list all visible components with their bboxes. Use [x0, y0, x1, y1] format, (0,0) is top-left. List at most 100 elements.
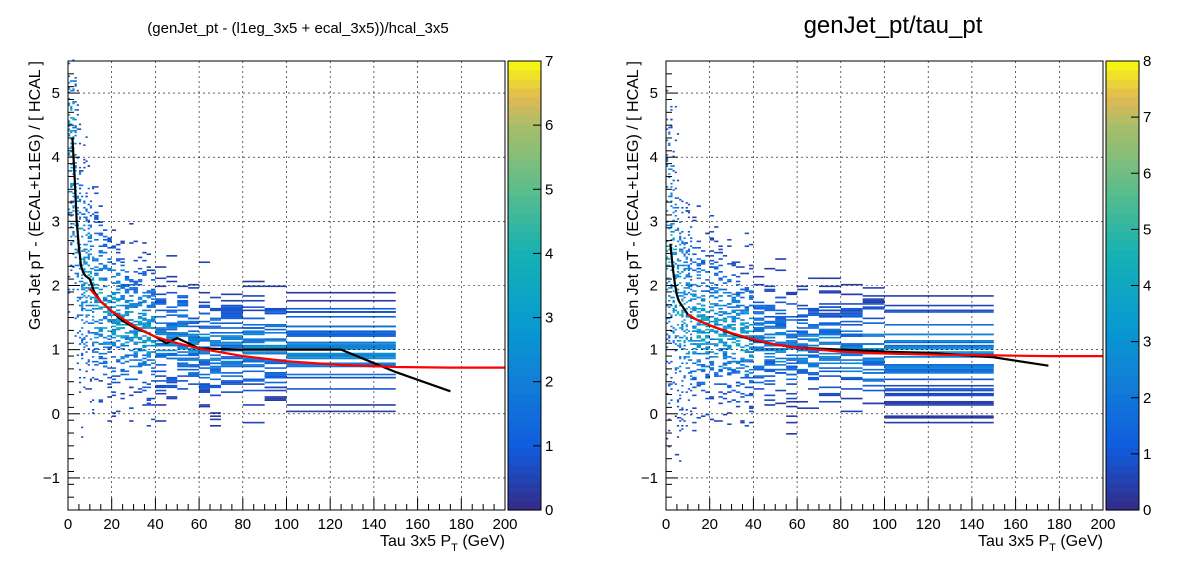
heatmap-cell: [151, 404, 156, 406]
heatmap-cell: [210, 394, 221, 397]
heatmap-cell: [808, 312, 819, 315]
heatmap-cell: [83, 259, 86, 262]
heatmap-cell: [775, 348, 787, 350]
heatmap-cell: [120, 335, 125, 337]
heatmap-cell: [76, 109, 79, 111]
heatmap-cell: [85, 341, 88, 344]
heatmap-cell: [98, 322, 103, 324]
heatmap-cell: [94, 320, 99, 323]
heatmap-cell: [683, 242, 686, 244]
heatmap-cell: [70, 202, 73, 204]
heatmap-cell: [786, 392, 798, 395]
heatmap-cell: [687, 274, 691, 276]
heatmap-cell: [129, 283, 134, 286]
heatmap-cell: [133, 356, 138, 358]
heatmap-cell: [155, 333, 167, 336]
heatmap-cell: [862, 333, 885, 336]
heatmap-cell: [709, 328, 715, 331]
heatmap-cell: [242, 295, 265, 297]
heatmap-cell: [72, 117, 75, 119]
heatmap-cell: [676, 267, 680, 270]
heatmap-cell: [74, 126, 77, 129]
heatmap-cell: [102, 229, 108, 231]
heatmap-cell: [687, 253, 691, 256]
heatmap-cell: [111, 269, 117, 272]
heatmap-cell: [116, 248, 121, 251]
heatmap-cell: [670, 230, 673, 233]
heatmap-cell: [705, 279, 710, 281]
heatmap-cell: [85, 344, 88, 347]
heatmap-cell: [705, 365, 710, 368]
heatmap-cell: [797, 400, 809, 403]
heatmap-cell: [676, 227, 680, 230]
heatmap-cell: [81, 283, 84, 286]
chart-left: (genJet_pt - (l1eg_3x5 + ecal_3x5))/hcal…: [27, 20, 553, 554]
heatmap-cell: [862, 362, 885, 365]
heatmap-cell: [111, 245, 117, 248]
heatmap-cell: [683, 322, 686, 324]
heatmap-cell: [142, 301, 147, 304]
heatmap-cell: [672, 290, 675, 292]
heatmap-cell: [210, 370, 221, 373]
heatmap-cell: [70, 242, 73, 244]
heatmap-cell: [744, 309, 750, 312]
heatmap-cell: [76, 200, 79, 203]
heatmap-cell: [220, 362, 243, 365]
y-tick-label: 2: [650, 278, 658, 295]
heatmap-cell: [177, 322, 189, 324]
heatmap-cell: [683, 303, 686, 305]
heatmap-cell: [137, 388, 143, 390]
heatmap-cell: [709, 303, 715, 305]
heatmap-cell: [188, 330, 200, 333]
heatmap-cell: [120, 368, 125, 371]
heatmap-cell: [102, 251, 108, 254]
heatmap-cell: [775, 320, 787, 323]
heatmap-cell: [685, 274, 688, 276]
heatmap-cell: [78, 173, 82, 175]
heatmap-cell: [264, 375, 287, 377]
heatmap-cell: [731, 335, 736, 337]
heatmap-cell: [120, 323, 125, 326]
heatmap-cell: [687, 275, 691, 278]
heatmap-cell: [709, 237, 715, 239]
heatmap-cell: [696, 343, 701, 345]
heatmap-cell: [753, 301, 765, 304]
heatmap-cell: [681, 418, 684, 421]
heatmap-cell: [111, 263, 117, 265]
heatmap-cell: [700, 315, 706, 318]
heatmap-cell: [98, 356, 103, 358]
heatmap-cell: [696, 263, 701, 265]
heatmap-cell: [709, 315, 715, 318]
color-scale-band: [508, 438, 541, 448]
heatmap-cell: [818, 285, 841, 288]
heatmap-cell: [884, 346, 994, 349]
heatmap-cell: [124, 360, 130, 363]
heatmap-cell: [676, 291, 680, 294]
heatmap-cell: [696, 277, 701, 280]
heatmap-cell: [884, 341, 994, 344]
heatmap-cell: [884, 295, 994, 297]
color-scale-band: [508, 249, 541, 260]
heatmap-cell: [749, 323, 754, 326]
heatmap-cell: [72, 102, 75, 105]
heatmap-cell: [83, 376, 86, 379]
heatmap-cell: [818, 332, 841, 334]
heatmap-cell: [129, 330, 134, 333]
heatmap-cell: [666, 240, 669, 243]
heatmap-cell: [85, 315, 88, 318]
heatmap-cell: [840, 315, 863, 318]
heatmap-cell: [683, 340, 686, 342]
heatmap-cell: [679, 340, 682, 342]
heatmap-cell: [146, 352, 152, 355]
heatmap-cell: [676, 283, 680, 286]
heatmap-cell: [146, 336, 152, 339]
heatmap-cell: [111, 291, 117, 294]
heatmap-cell: [674, 171, 677, 174]
heatmap-cell: [188, 359, 200, 361]
color-scale-band: [1106, 240, 1139, 251]
heatmap-cell: [696, 267, 701, 270]
heatmap-cell: [87, 237, 90, 239]
heatmap-cell: [220, 357, 243, 360]
heatmap-cell: [808, 344, 819, 347]
heatmap-cell: [700, 389, 706, 392]
